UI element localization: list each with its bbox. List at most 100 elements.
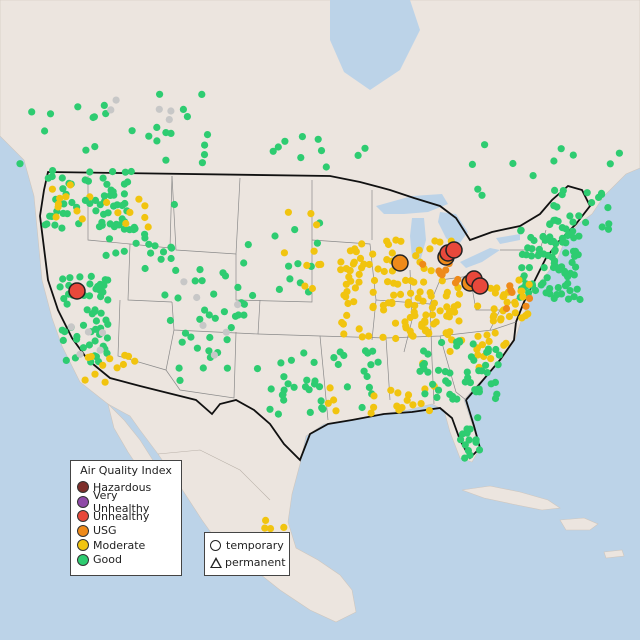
station-marker[interactable] bbox=[68, 198, 76, 207]
station-marker[interactable] bbox=[394, 389, 402, 397]
station-marker[interactable] bbox=[466, 425, 474, 433]
station-marker[interactable] bbox=[494, 361, 502, 369]
station-marker[interactable] bbox=[201, 141, 209, 149]
station-marker[interactable] bbox=[485, 337, 493, 345]
station-marker[interactable] bbox=[451, 308, 459, 316]
station-marker[interactable] bbox=[406, 313, 414, 322]
station-marker[interactable] bbox=[103, 198, 111, 207]
station-marker[interactable] bbox=[314, 135, 322, 143]
station-marker[interactable] bbox=[313, 239, 321, 247]
station-marker[interactable] bbox=[588, 199, 596, 207]
station-marker[interactable] bbox=[456, 338, 464, 346]
station-marker[interactable] bbox=[419, 260, 427, 268]
station-marker[interactable] bbox=[474, 351, 482, 359]
station-marker[interactable] bbox=[511, 309, 519, 317]
station-marker[interactable] bbox=[274, 143, 282, 151]
station-marker[interactable] bbox=[59, 275, 67, 283]
station-marker[interactable] bbox=[104, 276, 112, 284]
station-marker[interactable] bbox=[141, 234, 149, 242]
station-marker[interactable] bbox=[615, 149, 624, 157]
station-marker[interactable] bbox=[361, 144, 369, 152]
station-marker[interactable] bbox=[484, 345, 492, 353]
station-marker[interactable] bbox=[58, 224, 66, 232]
station-marker[interactable] bbox=[358, 403, 366, 412]
station-marker[interactable] bbox=[200, 151, 209, 159]
station-marker[interactable] bbox=[463, 368, 471, 376]
station-marker[interactable] bbox=[51, 221, 59, 229]
station-marker[interactable] bbox=[322, 163, 330, 171]
station-marker[interactable] bbox=[286, 275, 294, 283]
station-marker[interactable] bbox=[410, 308, 418, 316]
station-marker[interactable] bbox=[193, 344, 201, 352]
station-marker[interactable] bbox=[127, 167, 135, 176]
station-marker[interactable] bbox=[98, 329, 107, 337]
station-marker[interactable] bbox=[74, 103, 82, 111]
station-marker[interactable] bbox=[175, 364, 183, 372]
station-marker[interactable] bbox=[537, 281, 545, 289]
station-marker[interactable] bbox=[227, 324, 235, 332]
station-marker[interactable] bbox=[374, 358, 382, 366]
station-marker[interactable] bbox=[102, 110, 110, 118]
station-marker[interactable] bbox=[482, 361, 490, 369]
station-marker[interactable] bbox=[79, 344, 87, 352]
station-marker[interactable] bbox=[449, 392, 457, 401]
station-marker[interactable] bbox=[144, 223, 152, 231]
station-marker[interactable] bbox=[450, 303, 458, 311]
station-marker[interactable] bbox=[181, 329, 190, 337]
station-marker[interactable] bbox=[153, 123, 161, 131]
station-marker[interactable] bbox=[598, 223, 606, 231]
station-marker[interactable] bbox=[527, 252, 536, 260]
station-marker[interactable] bbox=[114, 209, 122, 217]
station-marker[interactable] bbox=[96, 280, 104, 288]
station-marker[interactable] bbox=[455, 290, 464, 298]
station-marker[interactable] bbox=[434, 386, 443, 394]
station-marker[interactable] bbox=[310, 358, 318, 366]
station-marker[interactable] bbox=[161, 291, 169, 299]
station-marker[interactable] bbox=[102, 316, 110, 324]
station-marker[interactable] bbox=[434, 366, 443, 374]
station-marker[interactable] bbox=[303, 376, 311, 384]
station-marker[interactable] bbox=[558, 234, 567, 242]
station-marker[interactable] bbox=[156, 90, 164, 98]
station-marker[interactable] bbox=[502, 304, 511, 313]
station-marker[interactable] bbox=[369, 288, 377, 296]
station-marker[interactable] bbox=[28, 108, 36, 116]
station-marker[interactable] bbox=[234, 283, 242, 291]
station-marker[interactable] bbox=[443, 312, 451, 320]
station-marker[interactable] bbox=[166, 316, 174, 325]
station-marker[interactable] bbox=[269, 147, 277, 155]
station-marker[interactable] bbox=[384, 278, 392, 286]
station-marker[interactable] bbox=[605, 220, 613, 228]
station-marker[interactable] bbox=[358, 240, 366, 248]
station-marker[interactable] bbox=[562, 225, 570, 233]
station-marker[interactable] bbox=[407, 289, 415, 297]
station-marker[interactable] bbox=[569, 151, 577, 159]
station-marker[interactable] bbox=[330, 396, 338, 404]
station-marker[interactable] bbox=[424, 368, 432, 376]
station-marker[interactable] bbox=[550, 202, 558, 210]
station-marker[interactable] bbox=[96, 286, 104, 294]
station-marker[interactable] bbox=[89, 113, 97, 122]
station-marker[interactable] bbox=[393, 402, 401, 410]
station-marker-large[interactable] bbox=[445, 241, 463, 259]
station-marker[interactable] bbox=[511, 300, 519, 308]
station-marker[interactable] bbox=[546, 290, 554, 298]
station-marker[interactable] bbox=[604, 225, 613, 233]
station-marker[interactable] bbox=[103, 334, 111, 342]
station-marker[interactable] bbox=[105, 235, 114, 243]
station-marker[interactable] bbox=[96, 201, 104, 209]
station-marker[interactable] bbox=[223, 336, 231, 344]
station-marker[interactable] bbox=[56, 194, 64, 202]
station-marker[interactable] bbox=[582, 218, 590, 227]
station-marker[interactable] bbox=[59, 336, 67, 344]
station-marker[interactable] bbox=[429, 380, 437, 388]
station-marker[interactable] bbox=[519, 293, 527, 301]
station-marker[interactable] bbox=[569, 218, 577, 226]
station-marker[interactable] bbox=[287, 356, 295, 364]
station-marker[interactable] bbox=[141, 213, 149, 222]
station-marker[interactable] bbox=[280, 249, 288, 257]
station-marker[interactable] bbox=[206, 333, 214, 342]
station-marker[interactable] bbox=[48, 172, 56, 181]
station-marker[interactable] bbox=[478, 191, 486, 199]
station-marker[interactable] bbox=[59, 185, 67, 193]
